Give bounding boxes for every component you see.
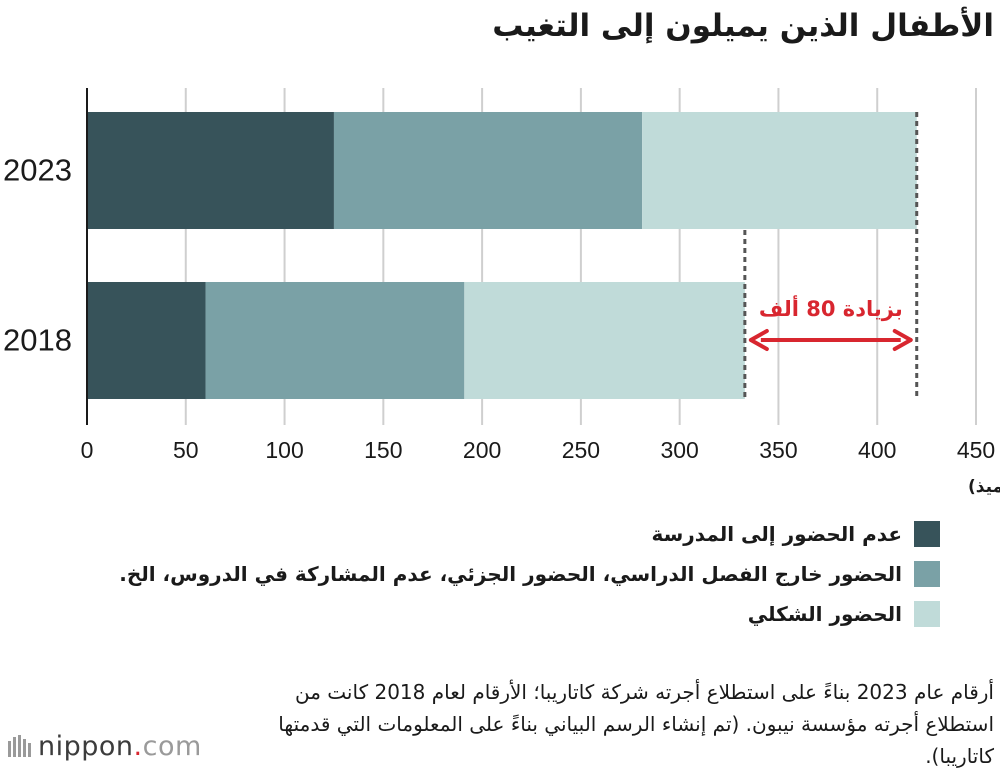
legend: عدم الحضور إلى المدرسة الحضور خارج الفصل… — [40, 520, 940, 640]
x-tick-label: 400 — [858, 437, 896, 463]
legend-swatch — [914, 601, 940, 627]
x-tick-label: 450 — [957, 437, 995, 463]
legend-swatch — [914, 561, 940, 587]
nippon-logo-text: nippon.com — [38, 731, 202, 762]
category-label: 2018 — [3, 323, 72, 358]
legend-item-nominal-attendance: الحضور الشكلي — [40, 600, 940, 628]
x-tick-label: 350 — [759, 437, 797, 463]
legend-label: عدم الحضور إلى المدرسة — [651, 522, 902, 546]
total-markers — [743, 112, 919, 400]
bar-segment — [464, 282, 745, 399]
increase-annotation-label: بزيادة 80 ألف — [759, 294, 903, 321]
bar-segment — [205, 282, 465, 399]
category-label: 2023 — [3, 153, 72, 188]
legend-item-non-attendance: عدم الحضور إلى المدرسة — [40, 520, 940, 548]
legend-swatch — [914, 521, 940, 547]
increase-annotation: بزيادة 80 ألف — [748, 294, 913, 351]
brand-dot: . — [133, 730, 143, 762]
x-tick-label: 100 — [265, 437, 303, 463]
brand-suffix: com — [142, 730, 202, 762]
x-tick-label: 150 — [364, 437, 402, 463]
bar-segment — [87, 112, 334, 229]
x-tick-label: 250 — [562, 437, 600, 463]
bar-chart: 2023 2018 0 50 100 150 200 250 300 350 400 450 (10… — [3, 88, 1000, 497]
nippon-logo-icon — [8, 735, 31, 757]
x-unit-label: (1000 تلميذ) — [968, 477, 1000, 497]
source-note: أرقام عام 2023 بناءً على استطلاع أجرته ش… — [278, 680, 994, 768]
legend-label: الحضور خارج الفصل الدراسي، الحضور الجزئي… — [119, 562, 902, 586]
bar-segment — [87, 282, 206, 399]
x-tick-label: 50 — [173, 437, 199, 463]
category-labels: 2023 2018 — [3, 153, 72, 358]
increase-arrowhead-right — [892, 329, 913, 351]
legend-label: الحضور الشكلي — [747, 602, 902, 626]
nippon-logo: nippon.com — [6, 726, 202, 766]
legend-item-partial-attendance: الحضور خارج الفصل الدراسي، الحضور الجزئي… — [40, 560, 940, 588]
increase-arrowhead-left — [748, 329, 769, 351]
bar-segment — [333, 112, 643, 229]
x-tick-label: 200 — [463, 437, 501, 463]
x-tick-label: 0 — [81, 437, 94, 463]
bars — [87, 112, 917, 399]
brand-name: nippon — [38, 730, 134, 762]
x-tick-labels: 0 50 100 150 200 250 300 350 400 450 — [81, 437, 996, 463]
bar-segment — [642, 112, 917, 229]
chart-title: الأطفال الذين يميلون إلى التغيب — [492, 8, 994, 44]
x-tick-label: 300 — [660, 437, 698, 463]
